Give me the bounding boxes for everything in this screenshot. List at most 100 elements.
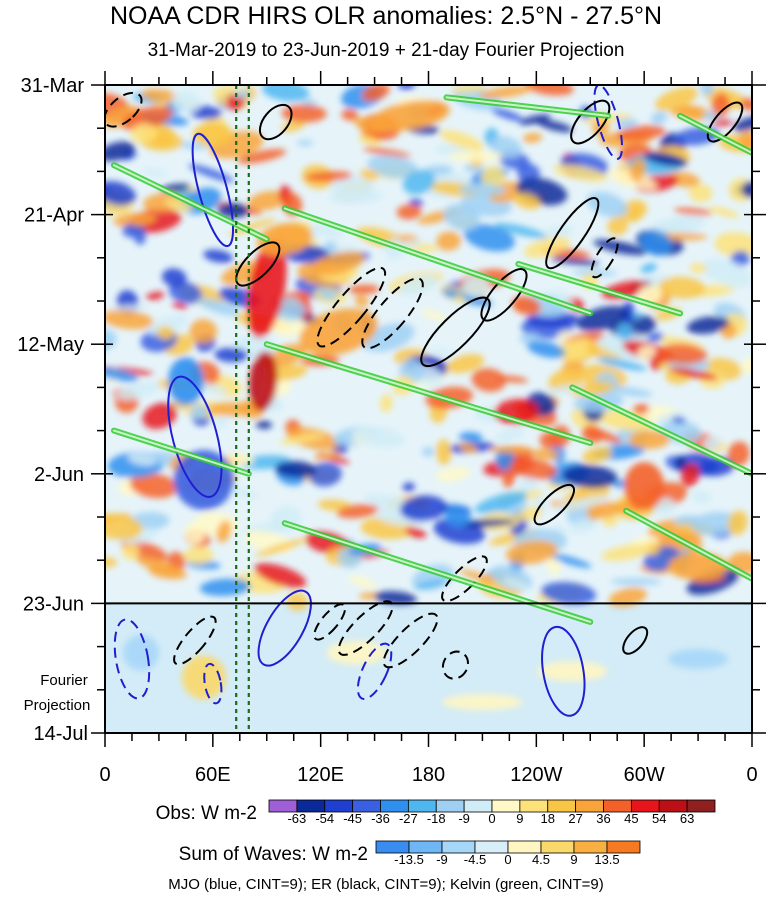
- olr-cell: [329, 189, 383, 204]
- olr-cell: [517, 506, 543, 522]
- y-tick-label: 12-May: [17, 334, 84, 356]
- olr-cell: [402, 482, 415, 492]
- olr-cell: [127, 453, 156, 466]
- olr-cell: [197, 297, 240, 316]
- olr-cell: [462, 274, 491, 298]
- olr-cell: [216, 520, 232, 543]
- olr-feature: [247, 239, 287, 338]
- olr-cell: [296, 140, 314, 147]
- olr-cell: [308, 462, 342, 487]
- x-tick-label: 60E: [195, 764, 231, 786]
- olr-feature: [624, 462, 665, 511]
- olr-cell: [524, 236, 571, 258]
- colorbar-swatch: [686, 799, 716, 813]
- contour-legend-note: MJO (blue, CINT=9); ER (black, CINT=9); …: [168, 876, 604, 893]
- olr-cell: [607, 216, 629, 236]
- olr-cell: [398, 274, 439, 296]
- olr-cell: [130, 123, 158, 143]
- colorbar-label: -18: [427, 811, 446, 826]
- y-axis: 31-Mar 21-Apr 12-May 2-Jun 23-Jun 14-Jul: [17, 75, 766, 745]
- olr-cell: [141, 168, 168, 177]
- projection-feature: [668, 648, 729, 669]
- olr-cell: [616, 125, 666, 141]
- olr-cell: [488, 445, 532, 454]
- olr-cell: [505, 540, 558, 565]
- colorbar-label: -9: [436, 852, 448, 867]
- olr-cell: [606, 168, 657, 190]
- colorbar-label: -27: [399, 811, 418, 826]
- olr-cell: [121, 543, 140, 560]
- olr-cell: [247, 190, 287, 211]
- chart-subtitle: 31-Mar-2019 to 23-Jun-2019 + 21-day Four…: [147, 40, 625, 61]
- olr-cell: [489, 136, 523, 159]
- olr-cell: [596, 357, 647, 371]
- olr-feature: [167, 357, 204, 406]
- olr-cell: [628, 430, 671, 450]
- olr-cell: [595, 501, 618, 519]
- contour-line: [191, 132, 235, 248]
- olr-cell: [616, 322, 633, 341]
- colorbar-label: -36: [371, 811, 390, 826]
- olr-cell: [526, 340, 566, 359]
- olr-cell: [446, 354, 485, 374]
- contour-line: [361, 277, 424, 350]
- y-tick-label: 23-Jun: [23, 593, 84, 615]
- olr-cell: [360, 168, 379, 181]
- olr-cell: [318, 288, 338, 301]
- olr-cell: [568, 519, 597, 534]
- kelvin-contour-core: [679, 114, 752, 154]
- olr-cell: [189, 404, 209, 420]
- olr-cell: [646, 332, 664, 343]
- olr-cell: [105, 513, 143, 540]
- y-tick-label: 31-Mar: [21, 75, 85, 97]
- olr-cell: [671, 416, 686, 424]
- olr-cell: [673, 515, 701, 526]
- olr-cell: [658, 276, 706, 299]
- olr-cell: [656, 214, 706, 240]
- olr-cell: [310, 251, 365, 276]
- olr-cell: [597, 409, 653, 432]
- olr-cell: [601, 543, 655, 561]
- olr-cell: [495, 447, 515, 471]
- olr-cell: [541, 581, 597, 605]
- olr-cell: [105, 309, 154, 330]
- contour-line: [533, 483, 576, 526]
- x-tick-label: 0: [746, 764, 757, 786]
- olr-cell: [172, 302, 188, 310]
- waves-colorbar: -13.5 -9 -4.5 0 4.5 9 13.5: [375, 840, 641, 867]
- olr-cell: [105, 141, 135, 162]
- olr-cell: [518, 477, 538, 493]
- contour-line: [590, 237, 619, 279]
- olr-cell: [458, 431, 483, 443]
- kelvin-contour-core: [265, 343, 592, 444]
- contour-line: [313, 603, 347, 641]
- olr-cell: [481, 166, 506, 190]
- olr-cell: [188, 164, 235, 183]
- olr-cell: [140, 88, 178, 103]
- olr-cell: [555, 496, 609, 511]
- olr-cell: [189, 319, 218, 344]
- olr-feature: [248, 351, 278, 412]
- olr-cell: [474, 491, 528, 514]
- olr-cell: [450, 85, 487, 94]
- olr-cell: [148, 565, 187, 580]
- olr-cell: [494, 428, 525, 443]
- olr-cell: [402, 169, 436, 195]
- projection-feature: [537, 661, 608, 682]
- contour-line: [480, 268, 528, 322]
- olr-cell: [183, 546, 214, 565]
- contour-line: [541, 625, 586, 717]
- contour-line: [203, 662, 223, 705]
- olr-cell: [336, 504, 379, 519]
- olr-cell: [279, 433, 325, 445]
- x-axis: 0 60E 120E 180 120W 60W 0: [99, 71, 758, 786]
- olr-cell: [712, 119, 733, 127]
- olr-cell: [740, 98, 752, 111]
- olr-anomaly-field: [105, 85, 752, 711]
- olr-cell: [511, 296, 542, 316]
- olr-cell: [557, 330, 573, 340]
- projection-label-line2: Projection: [24, 697, 91, 714]
- chart-title: NOAA CDR HIRS OLR anomalies: 2.5°N - 27.…: [109, 2, 663, 30]
- olr-cell: [362, 147, 411, 158]
- projection-feature: [326, 640, 387, 665]
